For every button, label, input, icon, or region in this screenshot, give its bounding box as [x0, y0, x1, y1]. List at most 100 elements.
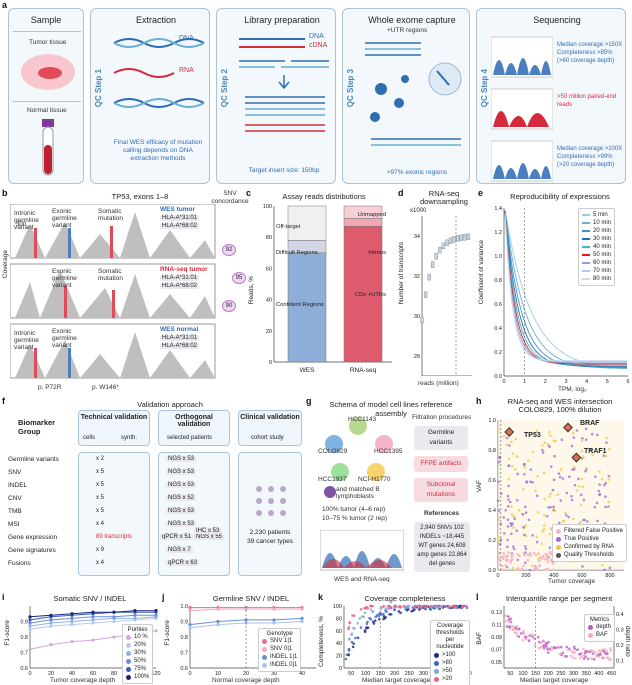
k-legend-swatch	[434, 676, 439, 682]
i-series-line	[29, 610, 156, 618]
h-point	[497, 536, 500, 539]
h-point	[515, 499, 519, 502]
c-rna-label: Introns	[368, 250, 386, 256]
l-xtick: 350	[582, 671, 591, 677]
b-track1-hla1: HLA-A*31:01	[160, 215, 200, 221]
h-point	[502, 434, 505, 438]
step-sequencing-box: QC Step 4 Sequencing Median coverage >15…	[476, 8, 626, 184]
b-xlabel-1: p. P72R	[38, 384, 62, 391]
b-track3-hla2: HLA-A*68:02	[160, 343, 200, 349]
d-ylabel: Number of transcripts	[398, 242, 405, 305]
k-ytick: 40	[336, 641, 342, 647]
f-patients: 2,230 patients	[249, 529, 291, 536]
e-legend-swatch	[582, 238, 590, 240]
f-tech-count: 89 transcripts	[96, 534, 133, 540]
d-ytick: 32	[414, 274, 420, 280]
h-legend-label: Quality Thresholds	[564, 552, 614, 558]
j-legend-swatch	[262, 654, 267, 660]
b-title: TP53, exons 1–8	[111, 192, 169, 201]
h-point	[557, 472, 561, 475]
l-point	[595, 654, 598, 658]
e-xtick: 3	[564, 379, 567, 385]
l-point	[544, 644, 548, 648]
k-point	[358, 617, 362, 620]
h-xtick: 600	[577, 573, 586, 579]
k-ytick: 60	[336, 629, 342, 635]
e-series-line	[504, 213, 627, 363]
k-point	[456, 606, 460, 610]
h-fp-point	[510, 558, 514, 561]
k-point	[363, 611, 367, 615]
l-point	[597, 655, 600, 658]
l-point	[590, 657, 594, 661]
l-point	[524, 635, 528, 639]
h-point	[531, 480, 534, 484]
h-point	[607, 505, 610, 508]
h-point	[510, 524, 513, 528]
k-point	[371, 610, 375, 613]
d-boxplot: 2830323410305070	[414, 216, 472, 376]
k-point	[373, 619, 377, 622]
k-point	[432, 604, 435, 608]
h-point	[597, 489, 601, 493]
normal-tissue-label: Normal tissue	[27, 107, 67, 114]
e-legend-item: 30 min	[582, 235, 611, 243]
j-legend-swatch	[262, 638, 267, 644]
k-point	[388, 606, 391, 610]
h-point	[604, 454, 608, 458]
h-point	[510, 513, 514, 516]
b-track1-intronic: Intronic germline variant	[14, 210, 39, 231]
l-point	[505, 625, 509, 628]
h-point	[605, 436, 608, 440]
h-point	[584, 438, 588, 441]
f-ortho-item: NGS x 7	[166, 547, 193, 553]
c-category: RNA-seq	[350, 367, 377, 374]
h-point	[541, 444, 544, 447]
k-legend-item: >20	[434, 675, 466, 683]
c-wes-label: Confident Regions	[276, 302, 324, 308]
i-legend-item: 50%	[126, 657, 149, 665]
h-legend-item: Confirmed by RNA	[556, 543, 623, 551]
d-box	[423, 291, 428, 298]
c-ytick: 60	[266, 266, 272, 272]
e-ytick: 1.4	[494, 206, 502, 212]
h-gene-2: BRAF	[580, 420, 600, 427]
h-point	[515, 455, 519, 458]
library-note: Target insert size: 150bp	[248, 167, 320, 174]
c-ytick: 80	[266, 235, 272, 241]
d-box	[420, 316, 424, 324]
k-legend-item: >100	[434, 651, 466, 659]
h-point	[580, 449, 584, 453]
d-box	[448, 237, 453, 244]
h-point	[556, 493, 559, 497]
j-legend-item: SNV 1|1	[262, 637, 297, 645]
h-point	[543, 514, 546, 517]
k-title: Coverage completeness	[364, 594, 446, 603]
k-point	[363, 630, 367, 634]
l-point	[576, 648, 579, 652]
l-legend-label: depth	[596, 624, 612, 630]
l-point	[574, 656, 577, 660]
l-point	[572, 645, 576, 649]
h-point	[543, 441, 547, 444]
g-filter-3: Subclonal mutations	[414, 478, 468, 502]
f-ortho-item: NGS x 53	[166, 508, 197, 514]
h-point	[548, 445, 551, 448]
f-orthogonal-title: Orthogonal validation	[175, 414, 213, 428]
l-point	[584, 655, 587, 658]
h-point	[527, 518, 531, 522]
l-legend: Metrics depth BAF	[584, 614, 616, 642]
k-point	[351, 645, 355, 649]
c-ylabel: Reads, %	[248, 276, 255, 305]
l-point	[591, 649, 595, 653]
h-fp-point	[501, 555, 505, 558]
d-title: RNA-seq downsampling	[420, 189, 468, 206]
h-point	[577, 484, 581, 488]
i-legend-label: 75%	[134, 666, 147, 672]
h-point	[516, 558, 520, 562]
extraction-dna-label: DNA	[179, 35, 194, 42]
h-point	[523, 561, 527, 565]
c-stacked-bars: 0 20 40 60 80 100 WES RNA-seq Off-target Difficul…	[263, 204, 392, 374]
e-ylabel: Coefficient of variance	[478, 240, 485, 305]
f-tech-count: x 9	[96, 547, 105, 553]
